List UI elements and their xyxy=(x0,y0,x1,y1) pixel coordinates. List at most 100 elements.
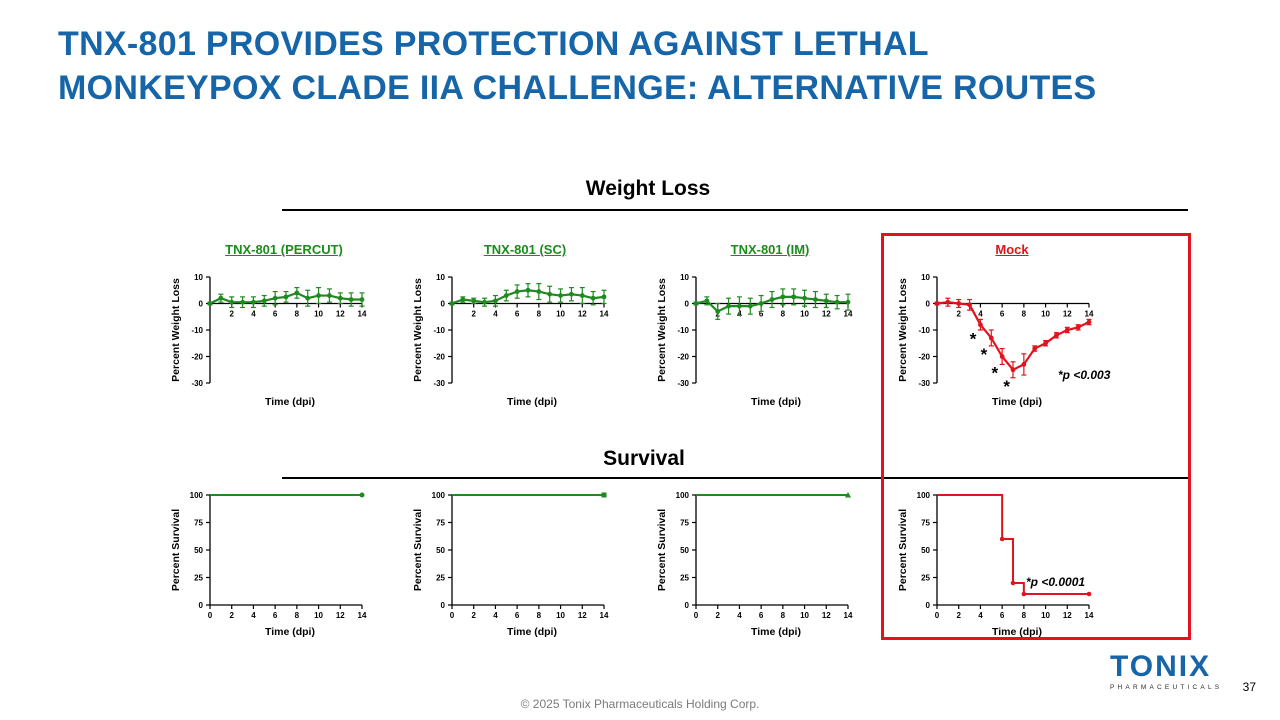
x-tick-label: 6 xyxy=(515,611,520,620)
data-point xyxy=(272,295,278,301)
y-axis-title: Percent Survival xyxy=(897,509,909,591)
chart-survival-percut: 0 25 50 75 100 0 2 4 6 8 10 12 14 Time (dpi) Percent S… xyxy=(170,491,367,638)
weight-loss-divider xyxy=(282,209,1188,211)
logo-subtitle: PHARMACEUTICALS xyxy=(1110,684,1223,691)
x-tick-label: 14 xyxy=(844,611,853,620)
y-tick-label: 75 xyxy=(194,519,203,528)
data-point xyxy=(348,297,354,302)
data-point xyxy=(758,301,764,306)
y-tick-label: 25 xyxy=(436,574,445,583)
panel-label-percut: TNX-801 (PERCUT) xyxy=(225,242,343,257)
data-point xyxy=(1086,319,1092,325)
x-tick-label: 2 xyxy=(715,611,720,620)
panel-label-sc: TNX-801 (SC) xyxy=(483,242,567,257)
x-tick-label: 4 xyxy=(493,310,498,319)
data-point xyxy=(547,291,553,297)
x-tick-label: 0 xyxy=(935,611,940,620)
x-tick-label: 10 xyxy=(800,310,809,319)
end-marker xyxy=(601,492,607,498)
p-value-annotation: *p <0.0001 xyxy=(1026,575,1085,589)
x-tick-label: 4 xyxy=(251,310,256,319)
y-tick-label: 50 xyxy=(436,546,445,555)
data-point xyxy=(956,301,962,306)
x-tick-label: 10 xyxy=(556,611,565,620)
data-point xyxy=(229,299,235,305)
data-point xyxy=(327,293,332,298)
x-tick-label: 14 xyxy=(1085,611,1094,620)
data-point xyxy=(967,302,972,308)
data-point xyxy=(503,293,509,298)
x-axis-title: Time (dpi) xyxy=(751,396,801,408)
x-tick-label: 8 xyxy=(537,310,542,319)
x-tick-label: 4 xyxy=(737,611,742,620)
end-marker xyxy=(359,492,365,498)
x-axis-title: Time (dpi) xyxy=(265,396,315,408)
data-point xyxy=(316,293,321,298)
x-tick-label: 2 xyxy=(471,611,476,620)
chart-weight-loss-percut: 10 0 -10 -20 -30 2 4 6 8 10 12 14 Time (dpi) Percent … xyxy=(170,273,367,408)
data-point xyxy=(471,298,477,304)
significance-asterisk: * xyxy=(992,364,999,383)
x-tick-label: 2 xyxy=(229,611,234,620)
logo-wordmark: TONIX xyxy=(1110,650,1212,683)
y-tick-label: -30 xyxy=(191,379,203,388)
y-tick-label: -20 xyxy=(677,353,689,362)
y-tick-label: 100 xyxy=(676,491,690,500)
data-point xyxy=(1064,327,1070,333)
y-axis-title: Percent Weight Loss xyxy=(897,278,909,382)
data-point xyxy=(558,293,563,298)
y-tick-label: -30 xyxy=(433,379,445,388)
data-point xyxy=(1043,340,1048,346)
data-point xyxy=(934,301,940,306)
data-point xyxy=(1010,580,1016,586)
y-tick-label: 0 xyxy=(685,300,690,309)
y-tick-label: 25 xyxy=(921,574,930,583)
chart-weight-loss-sc: 10 0 -10 -20 -30 2 4 6 8 10 12 14 Time (dpi) Percent … xyxy=(412,273,609,408)
x-tick-label: 2 xyxy=(956,310,961,319)
x-tick-label: 14 xyxy=(600,310,609,319)
data-point xyxy=(359,297,365,302)
data-point xyxy=(999,354,1005,359)
x-tick-label: 10 xyxy=(1041,310,1050,319)
mock-highlight-box xyxy=(881,233,1191,640)
data-point xyxy=(283,294,289,300)
x-tick-label: 8 xyxy=(781,310,786,319)
data-point xyxy=(737,303,742,309)
y-tick-label: 25 xyxy=(680,574,689,583)
y-tick-label: -10 xyxy=(433,326,445,335)
x-tick-label: 14 xyxy=(358,310,367,319)
data-point xyxy=(845,299,851,305)
x-tick-label: 2 xyxy=(471,310,476,319)
data-point xyxy=(802,295,807,301)
y-tick-label: -20 xyxy=(433,353,445,362)
data-point xyxy=(693,301,699,306)
x-tick-label: 2 xyxy=(956,611,961,620)
x-tick-label: 0 xyxy=(450,611,455,620)
data-point xyxy=(514,289,520,294)
significance-asterisk: * xyxy=(970,330,977,349)
chart-survival-im: 0 25 50 75 100 0 2 4 6 8 10 12 14 Time (dpi) Percent S… xyxy=(656,491,853,638)
chart-survival-mock: 0 25 50 75 100 0 2 4 6 8 10 12 14 Time (dpi) Percent S… xyxy=(897,491,1094,638)
x-tick-label: 4 xyxy=(251,611,256,620)
panel-label-im: TNX-801 (IM) xyxy=(730,242,810,257)
y-axis-title: Percent Survival xyxy=(412,509,424,591)
x-tick-label: 8 xyxy=(295,611,300,620)
x-tick-label: 14 xyxy=(844,310,853,319)
data-point xyxy=(449,301,455,306)
y-tick-label: -30 xyxy=(677,379,689,388)
data-point xyxy=(601,294,607,300)
x-tick-label: 10 xyxy=(800,611,809,620)
x-tick-label: 12 xyxy=(578,310,587,319)
x-tick-label: 2 xyxy=(229,310,234,319)
x-tick-label: 12 xyxy=(1063,611,1072,620)
y-tick-label: -10 xyxy=(191,326,203,335)
x-tick-label: 0 xyxy=(694,611,699,620)
y-tick-label: 0 xyxy=(926,300,931,309)
significance-asterisk: * xyxy=(981,345,988,364)
end-marker xyxy=(845,492,851,498)
x-tick-label: 12 xyxy=(336,611,345,620)
data-point xyxy=(791,294,797,300)
data-point xyxy=(536,289,542,294)
x-tick-label: 6 xyxy=(515,310,520,319)
survival-divider xyxy=(282,477,1188,479)
